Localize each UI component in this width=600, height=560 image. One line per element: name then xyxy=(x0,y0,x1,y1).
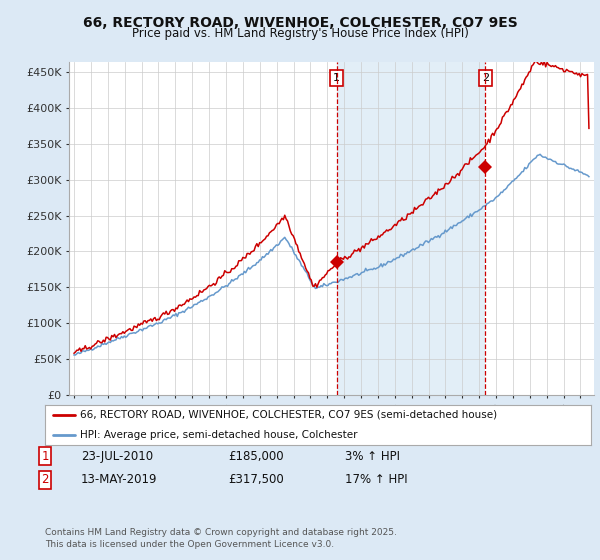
Text: 66, RECTORY ROAD, WIVENHOE, COLCHESTER, CO7 9ES: 66, RECTORY ROAD, WIVENHOE, COLCHESTER, … xyxy=(83,16,517,30)
Text: 2: 2 xyxy=(41,473,49,487)
Text: 23-JUL-2010: 23-JUL-2010 xyxy=(81,450,153,463)
Text: 1: 1 xyxy=(41,450,49,463)
Text: 1: 1 xyxy=(333,73,340,83)
Text: 2: 2 xyxy=(482,73,489,83)
Text: HPI: Average price, semi-detached house, Colchester: HPI: Average price, semi-detached house,… xyxy=(80,430,358,440)
Text: 3% ↑ HPI: 3% ↑ HPI xyxy=(345,450,400,463)
Text: Price paid vs. HM Land Registry's House Price Index (HPI): Price paid vs. HM Land Registry's House … xyxy=(131,27,469,40)
Bar xyxy=(337,62,485,395)
Text: 13-MAY-2019: 13-MAY-2019 xyxy=(81,473,157,487)
Text: £317,500: £317,500 xyxy=(228,473,284,487)
Text: £185,000: £185,000 xyxy=(228,450,284,463)
Text: 17% ↑ HPI: 17% ↑ HPI xyxy=(345,473,407,487)
Text: 66, RECTORY ROAD, WIVENHOE, COLCHESTER, CO7 9ES (semi-detached house): 66, RECTORY ROAD, WIVENHOE, COLCHESTER, … xyxy=(80,410,497,420)
Text: Contains HM Land Registry data © Crown copyright and database right 2025.
This d: Contains HM Land Registry data © Crown c… xyxy=(45,528,397,549)
